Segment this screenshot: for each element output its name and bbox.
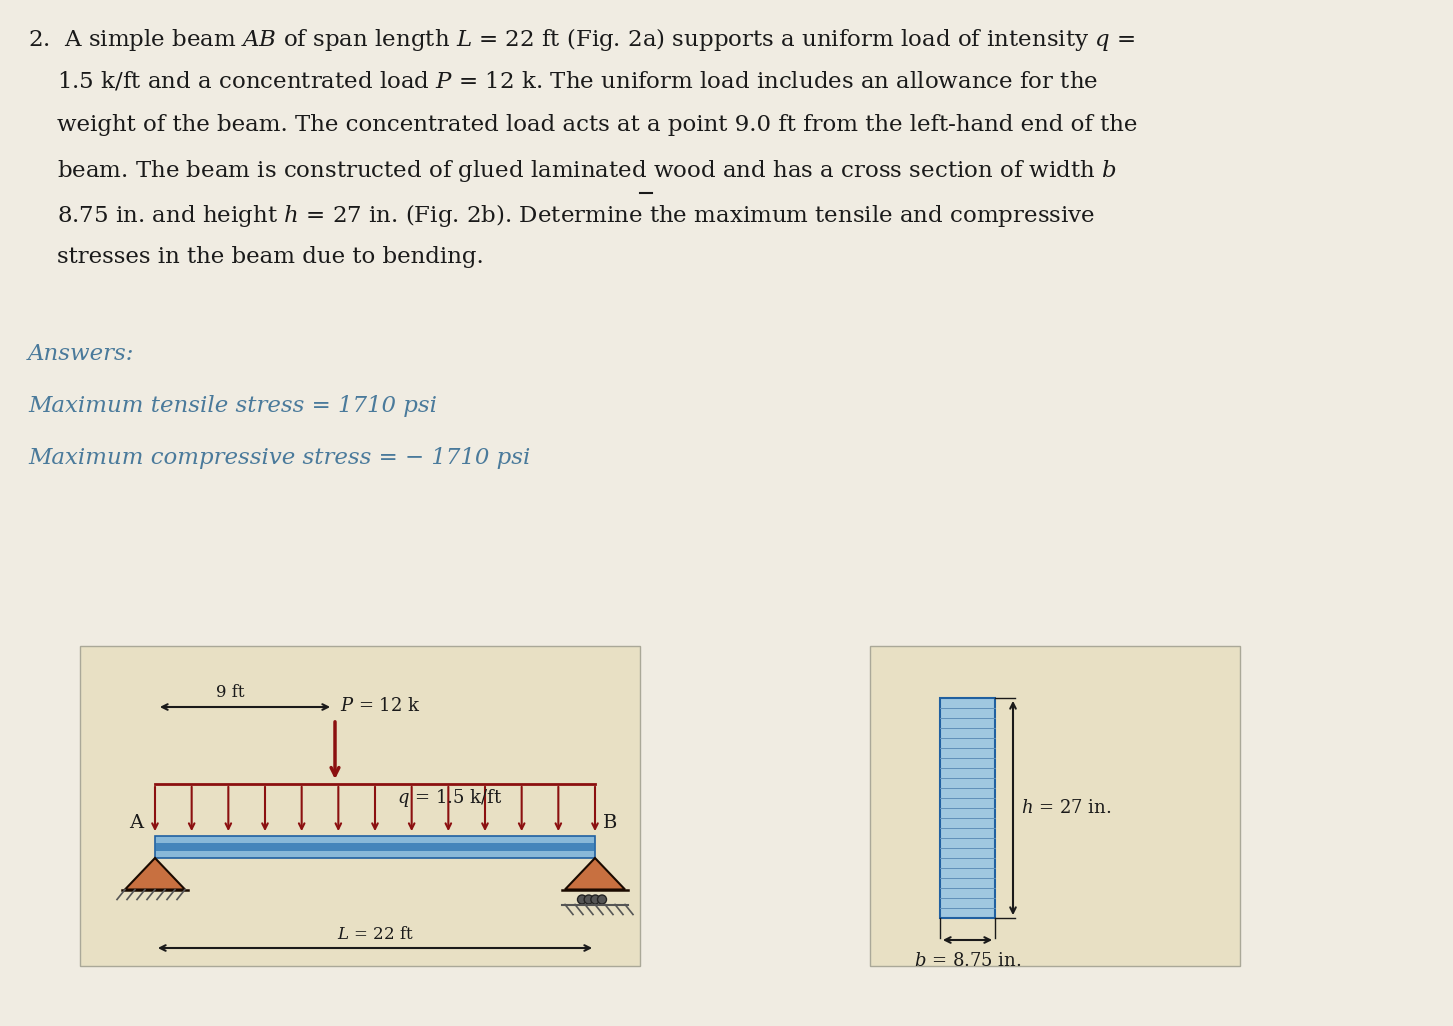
Text: 1.5 k/ft and a concentrated load $P$ = 12 k. The uniform load includes an allowa: 1.5 k/ft and a concentrated load $P$ = 1… xyxy=(28,70,1098,93)
Text: weight of the beam. The concentrated load acts at a point 9.0 ft from the left-h: weight of the beam. The concentrated loa… xyxy=(28,114,1138,136)
Circle shape xyxy=(597,895,606,904)
Text: $L$ = 22 ft: $L$ = 22 ft xyxy=(337,926,414,943)
Text: $P$ = 12 k: $P$ = 12 k xyxy=(340,697,420,715)
Text: beam. The beam is constructed of glued laminated wood and has a cross section of: beam. The beam is constructed of glued l… xyxy=(28,158,1117,184)
Bar xyxy=(80,646,639,966)
Circle shape xyxy=(577,895,587,904)
Bar xyxy=(870,646,1239,966)
Polygon shape xyxy=(565,858,625,890)
Polygon shape xyxy=(125,858,185,890)
Circle shape xyxy=(591,895,600,904)
Text: Answers:: Answers: xyxy=(28,343,135,365)
Bar xyxy=(155,836,594,858)
Text: A: A xyxy=(129,814,142,832)
Text: B: B xyxy=(603,814,618,832)
Text: 8.75 in. and height $h$ = 27 in. (Fig. 2b). Determine the maximum tensile and co: 8.75 in. and height $h$ = 27 in. (Fig. 2… xyxy=(28,202,1096,229)
Bar xyxy=(155,842,594,852)
Text: $q$ = 1.5 k/ft: $q$ = 1.5 k/ft xyxy=(397,787,503,808)
Text: 9 ft: 9 ft xyxy=(216,684,246,701)
Text: Maximum compressive stress = − 1710 psi: Maximum compressive stress = − 1710 psi xyxy=(28,446,530,469)
Text: $b$ = 8.75 in.: $b$ = 8.75 in. xyxy=(914,952,1021,970)
Text: 2.  A simple beam $AB$ of span length $L$ = 22 ft (Fig. 2a) supports a uniform l: 2. A simple beam $AB$ of span length $L$… xyxy=(28,26,1135,53)
Circle shape xyxy=(584,895,593,904)
Bar xyxy=(940,698,995,918)
Text: stresses in the beam due to bending.: stresses in the beam due to bending. xyxy=(28,246,484,268)
Text: $h$ = 27 in.: $h$ = 27 in. xyxy=(1021,799,1112,817)
Text: Maximum tensile stress = 1710 psi: Maximum tensile stress = 1710 psi xyxy=(28,395,437,417)
